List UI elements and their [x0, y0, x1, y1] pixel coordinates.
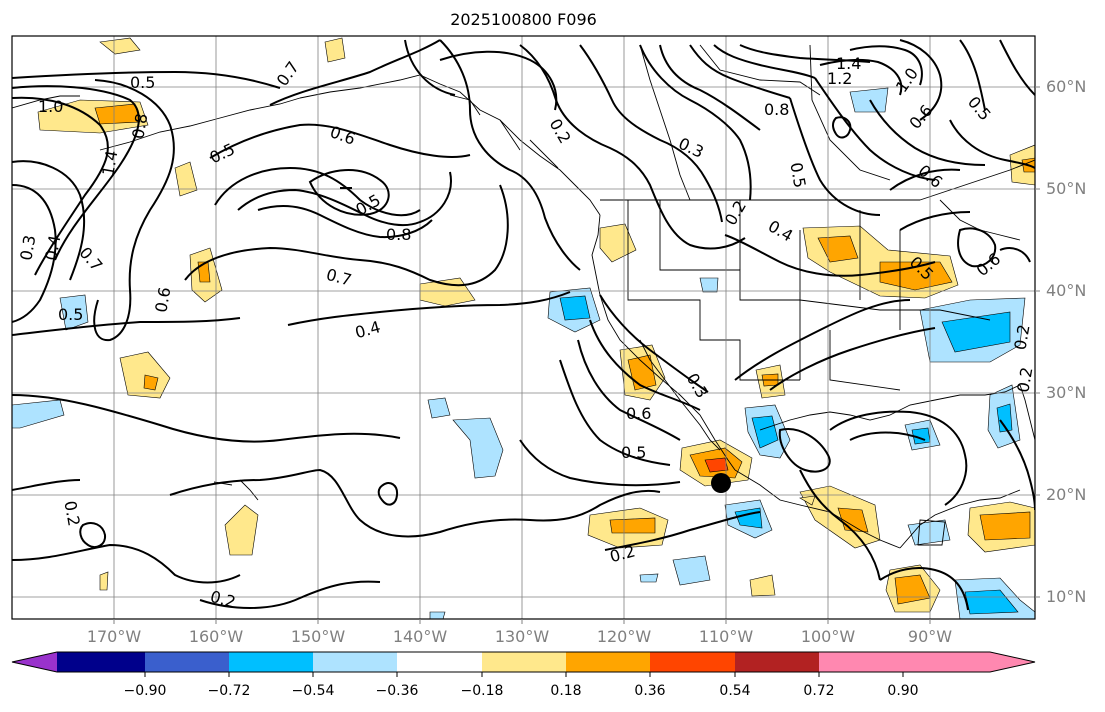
- negative-anomaly-area: [59, 294, 89, 331]
- lon-label-110w: 110°W: [698, 627, 754, 646]
- map-title: 2025100800 F096: [450, 10, 597, 29]
- colorbar-extend-low: [12, 652, 57, 672]
- lat-label-20n: 20°N: [1046, 485, 1087, 504]
- contour-label: 0.8: [764, 100, 789, 119]
- contour-label: 0.2: [1013, 366, 1036, 394]
- positive-anomaly-area: [979, 511, 1031, 541]
- colorbar-extend-high: [903, 652, 1035, 672]
- contour-label: 1.4: [98, 149, 121, 177]
- positive-anomaly-area: [94, 103, 141, 125]
- lon-label-150w: 150°W: [290, 627, 346, 646]
- positive-anomaly-area: [143, 374, 159, 391]
- colorbar-tick-label: 0.36: [634, 683, 666, 699]
- contour-label: 0.3: [16, 234, 39, 262]
- colorbar-tick-label: −0.18: [460, 683, 504, 699]
- negative-anomaly-area: [427, 397, 451, 419]
- contour-label: 0.5: [786, 161, 809, 189]
- positive-anomaly-area: [174, 161, 198, 197]
- positive-anomaly-area: [609, 517, 656, 534]
- lat-ticks: [1035, 86, 1040, 598]
- positive-anomaly-area: [704, 457, 729, 473]
- lon-label-120w: 120°W: [596, 627, 652, 646]
- lon-label-160w: 160°W: [188, 627, 244, 646]
- colorbar-tick-label: 0.72: [803, 683, 835, 699]
- negative-anomaly-area: [996, 403, 1013, 433]
- colorbar-segment: [229, 652, 313, 672]
- lat-label-40n: 40°N: [1046, 281, 1087, 300]
- positive-anomaly-area: [799, 495, 816, 506]
- colorbar-tick-label: 0.18: [550, 683, 582, 699]
- storm-marker: [711, 473, 731, 493]
- contour-label: 1.0: [38, 97, 63, 116]
- colorbar-tick-label: −0.54: [291, 683, 335, 699]
- colorbar-outline: [11, 651, 1036, 673]
- lon-ticks: [113, 619, 931, 624]
- colorbar-segment: [57, 652, 145, 672]
- contour-label: 0.8: [386, 225, 411, 244]
- contour-label: 0.6: [626, 404, 651, 423]
- colorbar-tick-label: −0.36: [375, 683, 419, 699]
- colorbar: [11, 651, 1036, 677]
- contour-label: 0.6: [151, 286, 174, 314]
- negative-anomaly-area: [941, 311, 1011, 353]
- lon-label-90w: 90°W: [907, 627, 953, 646]
- lon-label-100w: 100°W: [800, 627, 856, 646]
- colorbar-segment: [735, 652, 819, 672]
- contour-label: 1.4: [836, 54, 861, 73]
- colorbar-segment: [397, 652, 482, 672]
- contour-label: 1.2: [827, 69, 852, 88]
- contour-label: 0.5: [621, 443, 646, 462]
- contour-label: 0.2: [1010, 323, 1033, 351]
- negative-anomaly-area: [849, 87, 889, 113]
- negative-anomaly-area: [672, 555, 711, 586]
- colorbar-segment: [145, 652, 229, 672]
- colorbar-segment: [650, 652, 735, 672]
- contour-label: 0.5: [130, 73, 155, 92]
- positive-anomaly-area: [749, 574, 776, 597]
- contour-label: 0.5: [58, 305, 83, 324]
- gridlines: [12, 36, 1035, 619]
- colorbar-tick-label: 0.90: [887, 683, 919, 699]
- positive-anomaly-area: [324, 37, 346, 63]
- negative-anomaly-area: [452, 417, 504, 479]
- colorbar-tick-label: −0.72: [207, 683, 251, 699]
- lat-label-60n: 60°N: [1046, 77, 1087, 96]
- contour-lines: [12, 39, 1035, 611]
- negative-anomaly-area: [12, 399, 65, 429]
- colorbar-tick-label: −0.90: [123, 683, 167, 699]
- map-frame: [11, 35, 1036, 620]
- shading-layer: [12, 37, 1035, 619]
- colorbar-tick-label: 0.54: [719, 683, 751, 699]
- positive-anomaly-area: [99, 571, 109, 591]
- positive-anomaly-area: [224, 504, 259, 556]
- contour-label: 0.2: [60, 499, 83, 527]
- map-area: 1.4 1.2 1.0 0.8 0.6 0.5 0.3 0.2 0.2 0.7 …: [12, 36, 1036, 619]
- negative-anomaly-area: [559, 295, 591, 321]
- lat-label-50n: 50°N: [1046, 179, 1087, 198]
- contour-label: 0.8: [128, 112, 151, 140]
- contour-label: 0.4: [41, 234, 64, 262]
- coastlines: [12, 44, 1035, 549]
- lon-label-130w: 130°W: [494, 627, 550, 646]
- negative-anomaly-area: [429, 611, 446, 619]
- lat-label-30n: 30°N: [1046, 383, 1087, 402]
- colorbar-segment: [566, 652, 650, 672]
- negative-anomaly-area: [751, 415, 779, 449]
- colorbar-segment: [819, 652, 903, 672]
- negative-anomaly-area: [639, 573, 659, 583]
- positive-anomaly-area: [99, 37, 141, 55]
- lat-label-10n: 10°N: [1046, 587, 1087, 606]
- lon-label-170w: 170°W: [86, 627, 142, 646]
- positive-anomaly-area: [197, 261, 211, 283]
- colorbar-segment: [482, 652, 566, 672]
- colorbar-segment: [313, 652, 397, 672]
- lon-label-140w: 140°W: [392, 627, 448, 646]
- negative-anomaly-area: [699, 277, 719, 293]
